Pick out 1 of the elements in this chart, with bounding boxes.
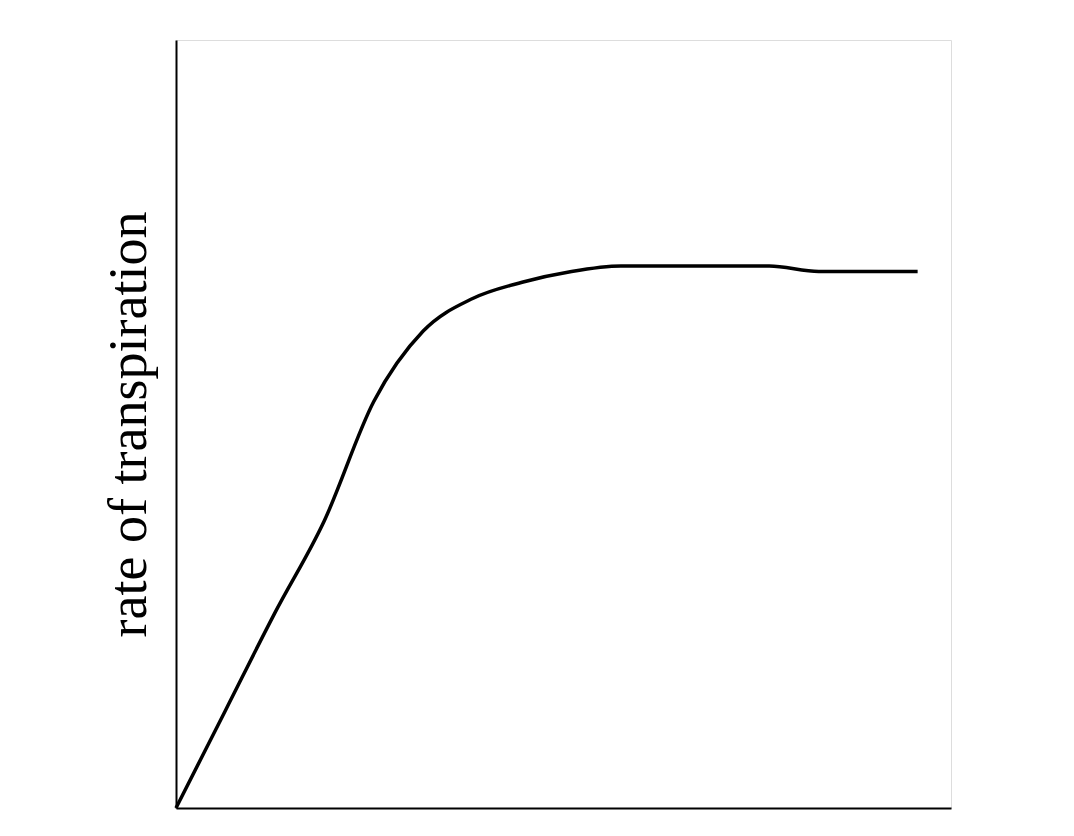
y-axis-title: rate of transpiration — [97, 211, 158, 638]
